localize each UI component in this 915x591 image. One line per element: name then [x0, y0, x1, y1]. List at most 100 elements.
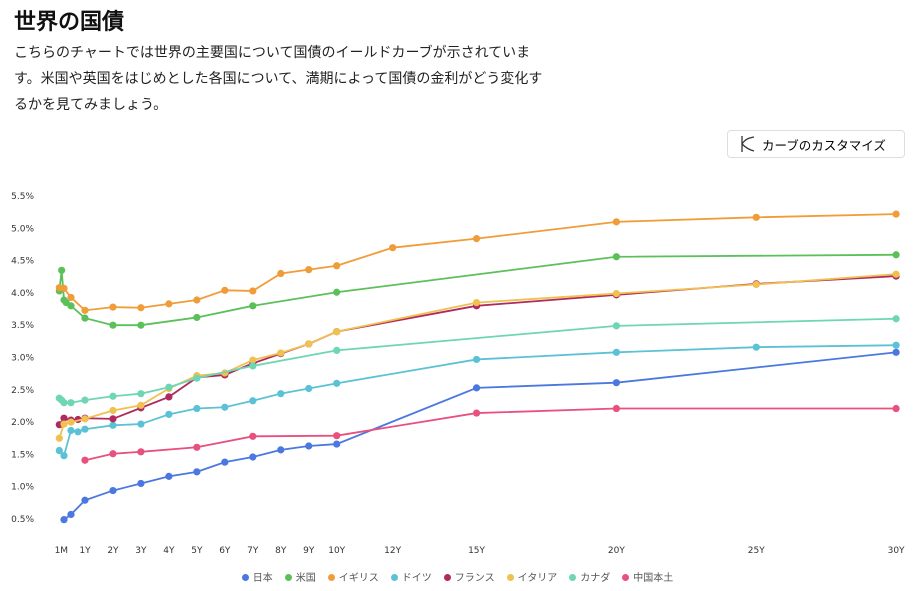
data-point — [752, 280, 760, 289]
legend-label: フランス — [454, 573, 495, 584]
customize-curve-button[interactable]: カーブのカスタマイズ — [727, 130, 905, 158]
data-point — [137, 420, 145, 428]
data-point — [60, 284, 68, 292]
page-title: 世界の国債 — [14, 10, 125, 35]
data-point — [165, 300, 173, 308]
data-point — [67, 293, 75, 302]
x-tick-label: 3Y — [135, 546, 147, 556]
data-point — [81, 314, 89, 322]
legend-dot-icon — [443, 574, 451, 581]
data-point — [165, 472, 173, 480]
data-point — [137, 479, 145, 488]
data-point — [221, 286, 229, 294]
data-point — [67, 510, 75, 519]
y-tick-label: 4.5% — [11, 257, 34, 267]
legend-item[interactable]: イタリア — [506, 569, 558, 584]
data-point — [165, 410, 173, 418]
legend-dot-icon — [327, 574, 335, 581]
series-line-4 — [58, 275, 897, 426]
data-point — [612, 322, 621, 330]
data-point — [81, 306, 89, 314]
x-tick-label: 10Y — [328, 546, 345, 556]
data-point — [249, 432, 257, 440]
x-tick-label: 1Y — [79, 546, 91, 556]
y-tick-label: 3.5% — [11, 321, 34, 331]
y-tick-label: 5.5% — [11, 192, 34, 202]
data-point — [193, 443, 201, 451]
data-point — [193, 374, 201, 382]
data-point — [67, 302, 75, 310]
data-point — [612, 404, 621, 413]
data-point — [81, 496, 89, 504]
data-point — [333, 328, 341, 336]
x-tick-label: 12Y — [384, 546, 401, 556]
data-point — [389, 244, 397, 252]
data-point — [60, 452, 68, 460]
data-point — [277, 349, 285, 357]
data-point — [81, 396, 89, 404]
legend-dot-icon — [241, 574, 249, 581]
data-point — [60, 399, 68, 407]
data-point — [221, 458, 229, 466]
data-point — [60, 414, 68, 422]
data-point — [60, 420, 68, 428]
data-point — [165, 383, 173, 391]
legend-dot-icon — [390, 574, 398, 581]
x-tick-label: 2Y — [107, 546, 119, 556]
data-point — [277, 269, 285, 278]
legend-item[interactable]: 中国本土 — [622, 569, 673, 584]
data-point — [74, 428, 82, 436]
legend-label: 米国 — [295, 573, 316, 584]
x-tick-label: 15Y — [468, 546, 485, 556]
legend-item[interactable]: フランス — [443, 569, 495, 584]
data-point — [333, 262, 341, 270]
data-point — [472, 384, 481, 392]
x-tick-label: 4Y — [163, 546, 175, 556]
data-point — [333, 288, 341, 296]
yield-curve-chart: 0.5% 1.0% 1.5% 2.0% 2.5% 3.0% 3.5% 4.0% 4.5% 5.0%… — [11, 192, 905, 556]
y-tick-label: 2.0% — [11, 418, 34, 428]
data-point — [612, 253, 621, 261]
data-point — [55, 434, 63, 442]
data-point — [165, 393, 173, 401]
legend-item[interactable]: カナダ — [569, 569, 610, 584]
x-tick-label: 25Y — [748, 546, 765, 556]
data-point — [109, 415, 117, 423]
data-point — [892, 341, 900, 349]
data-point — [67, 399, 75, 407]
data-point — [333, 379, 341, 387]
y-tick-label: 4.0% — [11, 289, 34, 299]
x-tick-label: 20Y — [608, 546, 625, 556]
legend-dot-icon — [569, 574, 577, 581]
data-point — [109, 321, 117, 329]
data-point — [472, 235, 481, 243]
data-point — [333, 440, 341, 448]
x-tick-label: 9Y — [303, 546, 315, 556]
data-point — [472, 355, 481, 364]
legend-item[interactable]: 日本 — [241, 569, 273, 584]
data-point — [249, 362, 257, 370]
legend-label: イタリア — [517, 573, 558, 584]
data-point — [752, 213, 760, 221]
data-point — [305, 266, 313, 274]
data-point — [305, 384, 313, 393]
curve-icon — [741, 136, 755, 152]
data-point — [109, 486, 117, 495]
y-tick-label: 3.0% — [11, 354, 34, 364]
legend-item[interactable]: イギリス — [327, 569, 379, 584]
data-point — [612, 289, 621, 298]
y-tick-label: 1.0% — [11, 483, 34, 493]
legend-item[interactable]: ドイツ — [390, 569, 432, 584]
legend-dot-icon — [284, 574, 292, 581]
data-point — [193, 296, 201, 304]
legend-item[interactable]: 米国 — [284, 569, 316, 584]
legend-label: イギリス — [338, 573, 379, 584]
data-point — [892, 348, 900, 356]
data-point — [249, 287, 257, 295]
data-point — [193, 468, 201, 476]
data-point — [752, 343, 760, 351]
data-point — [137, 448, 145, 456]
data-point — [612, 348, 621, 356]
data-point — [249, 453, 257, 461]
data-point — [109, 303, 117, 311]
